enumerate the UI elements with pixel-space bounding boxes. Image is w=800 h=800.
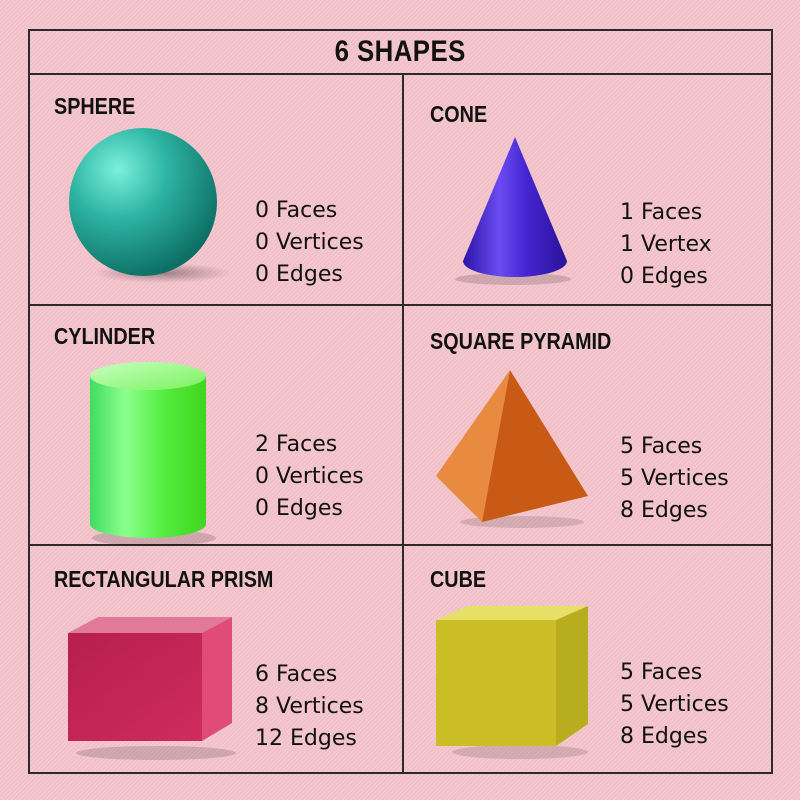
edges-count: 8 Edges [620, 724, 708, 749]
vertices-count: 5 Vertices [620, 692, 729, 717]
column-divider [402, 75, 404, 774]
edges-count: 8 Edges [620, 498, 708, 523]
shape-stats: 1 Faces 1 Vertex 0 Edges [620, 197, 712, 293]
faces-count: 5 Faces [620, 434, 703, 459]
vertices-count: 5 Vertices [620, 466, 729, 491]
shape-name: RECTANGULAR PRISM [54, 566, 274, 592]
edges-count: 12 Edges [255, 726, 357, 751]
shape-stats: 2 Faces 0 Vertices 0 Edges [255, 429, 364, 525]
chart-title: 6 SHAPES [334, 35, 467, 68]
title-bar: 6 SHAPES [30, 31, 771, 75]
shape-stats: 6 Faces 8 Vertices 12 Edges [255, 659, 364, 755]
vertices-count: 8 Vertices [255, 694, 364, 719]
shape-stats: 5 Faces 5 Vertices 8 Edges [620, 431, 729, 527]
sphere-icon [69, 128, 233, 283]
cylinder-icon [90, 362, 216, 546]
faces-count: 1 Faces [620, 200, 703, 225]
vertices-count: 1 Vertex [620, 232, 712, 257]
faces-count: 6 Faces [255, 662, 338, 687]
vertices-count: 0 Vertices [255, 230, 364, 255]
cone-icon [455, 137, 571, 285]
shape-name: SPHERE [54, 93, 136, 119]
edges-count: 0 Edges [255, 262, 343, 287]
vertices-count: 0 Vertices [255, 464, 364, 489]
cube-icon [436, 606, 588, 759]
rectangular-prism-icon [68, 617, 236, 760]
square-pyramid-icon [436, 370, 588, 528]
edges-count: 0 Edges [620, 264, 708, 289]
shapes-chart: 6 SHAPES SPHERE 0 Faces 0 Verti [28, 29, 773, 774]
faces-count: 5 Faces [620, 660, 703, 685]
row-divider-1 [30, 304, 771, 306]
shape-name: CUBE [430, 566, 487, 592]
shape-stats: 0 Faces 0 Vertices 0 Edges [255, 195, 364, 291]
shape-name: CONE [430, 101, 488, 127]
shape-name: CYLINDER [54, 323, 156, 349]
faces-count: 2 Faces [255, 432, 338, 457]
faces-count: 0 Faces [255, 198, 338, 223]
row-divider-2 [30, 544, 771, 546]
shape-stats: 5 Faces 5 Vertices 8 Edges [620, 657, 729, 753]
shape-name: SQUARE PYRAMID [430, 328, 612, 354]
edges-count: 0 Edges [255, 496, 343, 521]
